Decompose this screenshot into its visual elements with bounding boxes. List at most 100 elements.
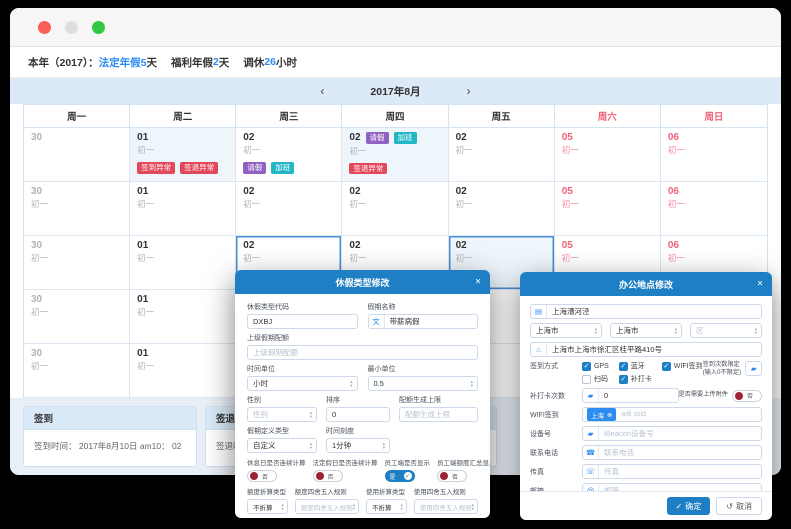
field-label: 法定假日是否连续计算 [312,460,378,467]
lunar-label: 初一 [667,199,685,209]
calendar-day-cell[interactable]: 02 初一 请假 加班 [236,128,343,182]
toggle-switch[interactable]: 否 [732,389,762,402]
calendar-day-cell[interactable]: 30 初一 [24,236,131,290]
checkbox-蓝牙[interactable]: ✓ 蓝牙 [618,361,652,371]
select-value: 区 [696,326,704,335]
time-unit-select[interactable]: 小时 ▴ ▾ [247,376,358,391]
district-select[interactable]: 区 ▴ ▾ [690,323,762,338]
toggle-knob [735,391,743,400]
email-input[interactable] [599,486,761,491]
office-modal-footer: ✓ 确定 ↺ 取消 [520,491,772,520]
caret-down: ▾ [352,505,355,511]
overtime-label: 调休 [243,56,265,69]
day-number: 01 [137,294,149,305]
rounding-select[interactable]: 不折算 ▴ ▾ [366,499,407,514]
prev-month-icon[interactable]: ‹ [320,84,325,98]
cancel-button[interactable]: ↺ 取消 [716,497,762,515]
toggle-switch[interactable]: 否 [437,470,467,482]
calendar-day-cell[interactable]: 06 初一 [660,182,767,236]
day-header: 05 [562,186,653,197]
rounding-select[interactable]: 不折算 ▴ ▾ [247,499,288,514]
zoom-window-button[interactable] [92,20,105,34]
translate-icon: 文 [369,315,385,328]
caret-icon: ▴ ▾ [281,502,284,511]
phone-input[interactable] [599,448,761,457]
close-window-button[interactable] [38,20,51,34]
field-label: 休假类型代码 [247,304,289,311]
definition-type-select[interactable]: 自定义 ▴ ▾ [247,438,317,453]
select-value: 性别 [253,410,268,419]
close-icon[interactable]: × [757,278,763,290]
next-month-icon[interactable]: › [466,84,471,98]
calendar-day-cell[interactable]: 06 初一 [660,128,767,182]
day-badges: 请假 加班 [243,162,334,174]
calendar-day-cell[interactable]: 02 请假 加班 初一 签退异常 [342,128,449,182]
checkbox-label: GPS [594,362,609,370]
day-number: 01 [137,348,149,359]
rounding-select[interactable]: 使用四舍五入规则 ▴ ▾ [413,499,478,514]
checkin-limit-label: 签到次数限定 (输入0不限定) [702,361,742,377]
office-address-input[interactable] [547,345,761,354]
makeup-count-input[interactable] [599,391,678,400]
checkbox-补打卡[interactable]: ✓ 补打卡 [618,374,652,384]
minimize-window-button[interactable] [65,20,78,34]
calendar-day-cell[interactable]: 30 初一 [24,344,131,398]
fax-input[interactable] [599,467,761,476]
field-label: 性别 [247,397,261,404]
calendar-day-cell[interactable]: 01 初一 [130,236,237,290]
day-number: 05 [561,132,573,143]
calendar-day-cell[interactable]: 02 初一 [236,182,343,236]
checkbox-GPS[interactable]: ✓ GPS [582,361,609,371]
min-unit-field: 最小单位 0.5 ▴ ▾ [367,364,478,391]
overtime-value: 26 [264,56,276,68]
weekday-label: 周二 [130,105,237,128]
parent-quota-input[interactable] [248,348,477,357]
close-icon[interactable]: × [475,276,481,288]
calendar-day-cell[interactable]: 01 初一 签到异常 签退异常 [130,128,237,182]
toggle-switch[interactable]: 否 [247,470,277,482]
city-select[interactable]: 上海市 ▴ ▾ [610,323,682,338]
checkbox-扫码[interactable]: 扫码 [582,374,609,384]
gender-select[interactable]: 性别 ▴ ▾ [247,407,317,422]
remove-tag-icon[interactable]: ⊗ [607,411,613,419]
caret-up: ▴ [674,325,677,331]
day-number: 30 [31,240,43,251]
calendar-day-cell[interactable]: 02 初一 [448,128,555,182]
toggle-switch[interactable]: 否 [312,470,343,482]
leave-name-input[interactable] [384,317,477,326]
day-number: 02 [349,240,361,251]
checkbox-WIFI签到[interactable]: ✓ WIFI签到 [661,361,703,371]
calendar-day-cell[interactable]: 02 初一 [448,182,555,236]
quota-limit-input[interactable] [400,410,477,419]
caret-up: ▴ [350,378,353,384]
province-select[interactable]: 上海市 ▴ ▾ [530,323,602,338]
caret-up: ▴ [594,325,597,331]
time-scale-select[interactable]: 1分钟 ▴ ▾ [326,438,390,453]
caret-icon: ▴ ▾ [350,378,353,388]
calendar-day-cell[interactable]: 05 初一 [554,182,661,236]
caret-down: ▾ [281,505,284,511]
office-name-input[interactable] [547,307,761,316]
device-input[interactable] [599,429,761,438]
calendar-day-cell[interactable]: 02 初一 [342,182,449,236]
toggle-knob [315,472,324,480]
calendar-day-cell[interactable]: 05 初一 [554,128,661,182]
calendar-day-cell[interactable]: 01 初一 [130,182,237,236]
calendar-day-cell[interactable]: 30 [24,128,131,182]
leave-code-input[interactable] [248,317,357,326]
select-value: 上海市 [536,326,559,335]
sort-field: 排序 [326,395,390,422]
gender-field: 性别 性别 ▴ ▾ [247,395,317,422]
min-unit-select[interactable]: 0.5 ▴ ▾ [367,376,478,391]
confirm-button[interactable]: ✓ 确定 [666,497,711,515]
field-label: 上级假期配额 [247,335,289,342]
rounding-select[interactable]: 额度四舍五入规则 ▴ ▾ [294,499,359,514]
calendar-day-cell[interactable]: 30 初一 [24,182,131,236]
caret-down: ▾ [309,413,312,419]
calendar-day-cell[interactable]: 01 初一 [130,344,237,398]
toggle-switch[interactable]: 是 ✓ [384,470,415,482]
sort-input[interactable] [327,410,389,419]
home-icon: ⌂ [531,343,547,356]
calendar-day-cell[interactable]: 30 初一 [24,290,131,344]
calendar-day-cell[interactable]: 01 初一 [130,290,237,344]
